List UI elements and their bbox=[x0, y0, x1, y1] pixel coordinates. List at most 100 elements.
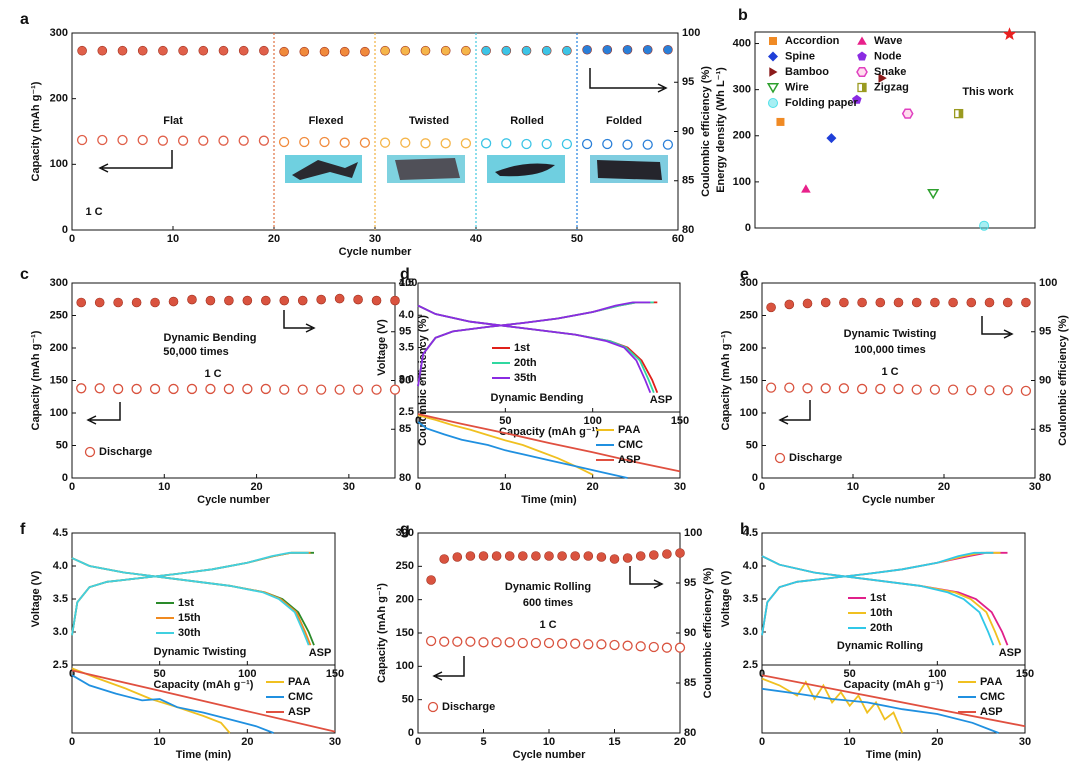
y-tick-label: 300 bbox=[396, 527, 414, 539]
marker bbox=[439, 554, 450, 564]
marker bbox=[857, 297, 867, 308]
marker bbox=[784, 299, 795, 310]
marker bbox=[168, 383, 179, 395]
y2-tick-label: 90 bbox=[684, 627, 696, 639]
marker bbox=[76, 383, 87, 394]
y2-tick-label: 95 bbox=[682, 76, 694, 88]
legend-label: PAA bbox=[288, 676, 310, 688]
y2-axis-label: Coulombic efficiency (%) bbox=[700, 66, 712, 197]
marker bbox=[177, 135, 189, 146]
panel-label: g bbox=[400, 521, 410, 538]
marker bbox=[504, 551, 515, 561]
marker bbox=[766, 302, 776, 313]
marker-outline bbox=[953, 108, 964, 119]
legend-label: Discharge bbox=[99, 446, 152, 458]
x-tick-label: 10 bbox=[844, 736, 856, 748]
x-axis-label: Cycle number bbox=[339, 246, 412, 258]
marker bbox=[802, 383, 813, 394]
marker bbox=[465, 551, 476, 561]
marker bbox=[662, 549, 672, 559]
y-axis-label: Capacity (mAh g⁻¹) bbox=[376, 583, 388, 683]
y-tick-label: 150 bbox=[50, 374, 68, 386]
y-axis-label: Capacity (mAh g⁻¹) bbox=[720, 330, 732, 430]
marker bbox=[642, 139, 653, 150]
marker bbox=[602, 138, 613, 150]
y-axis-label: Voltage (V) bbox=[720, 570, 732, 627]
x-tick-label: 10 bbox=[167, 233, 179, 245]
legend-label: CMC bbox=[980, 691, 1005, 703]
marker bbox=[541, 45, 552, 56]
marker bbox=[334, 384, 345, 395]
arrow bbox=[98, 150, 173, 173]
marker bbox=[930, 297, 940, 308]
marker bbox=[570, 638, 581, 649]
marker bbox=[481, 45, 491, 56]
legend-label: PAA bbox=[980, 676, 1002, 688]
y2-tick-label: 95 bbox=[684, 577, 696, 589]
annotation: ASP bbox=[999, 647, 1022, 659]
marker bbox=[439, 636, 450, 647]
annotation: 100,000 times bbox=[854, 344, 926, 356]
marker bbox=[984, 385, 995, 396]
y-tick-label: 200 bbox=[733, 130, 751, 142]
annotation: Dynamic Twisting bbox=[844, 328, 937, 340]
marker bbox=[150, 297, 160, 308]
y-axis-label: Voltage (V) bbox=[376, 319, 388, 376]
marker bbox=[425, 635, 437, 647]
y2-tick-label: 80 bbox=[684, 727, 696, 739]
legend-label: Wire bbox=[785, 81, 809, 93]
y-tick-label: 300 bbox=[50, 277, 68, 289]
x-axis-label: Cycle number bbox=[513, 749, 586, 761]
y-tick-label: 250 bbox=[740, 309, 758, 321]
arrow bbox=[629, 566, 664, 589]
annotation: 1 C bbox=[881, 366, 898, 378]
plot-frame bbox=[71, 664, 336, 734]
marker bbox=[97, 134, 108, 146]
marker bbox=[279, 46, 289, 57]
x-tick-label: 0 bbox=[69, 233, 75, 245]
data-line bbox=[417, 414, 594, 476]
x-axis-label: Cycle number bbox=[862, 494, 935, 506]
marker bbox=[820, 383, 831, 394]
marker bbox=[440, 45, 451, 56]
y-tick-label: 0 bbox=[408, 727, 414, 739]
x-tick-label: 20 bbox=[241, 736, 253, 748]
y-tick-label: 100 bbox=[740, 407, 758, 419]
marker bbox=[622, 553, 633, 563]
marker bbox=[224, 295, 234, 306]
plot-frame bbox=[761, 664, 1026, 734]
marker bbox=[205, 383, 216, 395]
marker bbox=[352, 384, 364, 395]
y-tick-label: 100 bbox=[50, 407, 68, 419]
y-tick-label: 400 bbox=[733, 37, 751, 49]
marker bbox=[966, 297, 977, 308]
marker bbox=[622, 44, 633, 55]
marker bbox=[979, 220, 990, 231]
x-tick-label: 0 bbox=[69, 736, 75, 748]
annotation: 1 C bbox=[85, 206, 102, 218]
marker bbox=[838, 383, 850, 394]
annotation: Dynamic Bending bbox=[491, 392, 584, 404]
marker bbox=[258, 135, 270, 146]
data-line bbox=[71, 551, 310, 646]
x-tick-label: 0 bbox=[415, 481, 421, 493]
panel-label: b bbox=[738, 7, 748, 24]
x-tick-label: 50 bbox=[844, 668, 856, 680]
photos bbox=[285, 155, 668, 183]
marker bbox=[663, 44, 673, 55]
marker bbox=[198, 135, 209, 146]
panel-label: c bbox=[20, 266, 29, 283]
marker bbox=[319, 46, 330, 57]
legend-label: CMC bbox=[618, 439, 643, 451]
x-tick-label: 0 bbox=[69, 481, 75, 493]
data-line bbox=[417, 421, 628, 479]
marker bbox=[84, 446, 96, 458]
marker bbox=[390, 295, 400, 306]
marker bbox=[157, 135, 169, 146]
marker bbox=[648, 641, 659, 653]
y2-tick-label: 90 bbox=[399, 374, 411, 386]
annotation: 1 C bbox=[204, 368, 221, 380]
marker bbox=[1002, 27, 1017, 40]
y2-tick-label: 85 bbox=[399, 423, 411, 435]
marker bbox=[1002, 385, 1013, 396]
